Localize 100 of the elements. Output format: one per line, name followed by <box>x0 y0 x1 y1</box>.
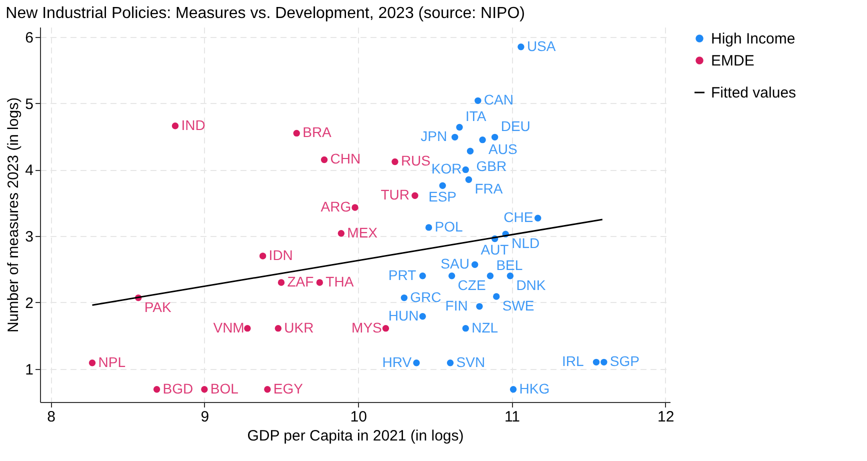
point <box>382 324 390 332</box>
y-tick-label: 4 <box>25 162 34 180</box>
point <box>419 272 426 280</box>
data-label: HKG <box>519 380 550 396</box>
data-label: EGY <box>273 380 304 396</box>
x-tick-label: 12 <box>658 408 674 426</box>
data-label: HUN <box>388 307 419 324</box>
data-label: NPL <box>98 354 126 370</box>
point <box>338 230 345 237</box>
x-tick-label: 10 <box>350 408 367 426</box>
point <box>392 158 398 166</box>
point <box>316 279 324 286</box>
point <box>412 192 418 199</box>
point <box>400 294 408 302</box>
data-label: RUS <box>400 152 431 169</box>
point <box>244 324 251 332</box>
point <box>201 386 208 393</box>
point <box>88 359 96 366</box>
data-label: DNK <box>516 276 546 293</box>
data-label: CZE <box>458 276 486 293</box>
point <box>486 272 494 280</box>
point <box>462 166 469 174</box>
data-label: DEU <box>500 118 530 134</box>
point <box>320 156 328 164</box>
point <box>592 358 600 366</box>
point <box>472 261 478 268</box>
data-label: SVN <box>456 354 486 370</box>
point <box>264 386 271 393</box>
data-label: IND <box>181 116 206 133</box>
point <box>456 124 463 131</box>
point <box>506 272 514 280</box>
point <box>259 252 266 260</box>
data-label: HRV <box>382 354 412 370</box>
data-label: TUR <box>380 186 410 203</box>
data-label: BRA <box>302 124 332 140</box>
point <box>274 324 282 332</box>
point <box>476 303 483 310</box>
point <box>466 148 474 154</box>
data-label: FIN <box>445 297 468 314</box>
point <box>153 386 160 393</box>
point <box>600 358 608 366</box>
chart-title: New Industrial Policies: Measures vs. Development, 2023 (source: NIPO) <box>6 5 525 22</box>
y-tick-label: 2 <box>25 294 34 312</box>
data-label: GBR <box>476 158 507 174</box>
point <box>534 214 542 222</box>
point <box>172 122 179 130</box>
data-label: UKR <box>284 319 314 336</box>
x-tick-label: 11 <box>504 408 520 426</box>
data-label: GRC <box>410 288 442 305</box>
legend-label: Fitted values <box>711 84 796 102</box>
data-label: THA <box>326 274 354 290</box>
point <box>452 134 458 141</box>
point <box>352 204 358 211</box>
data-label: PRT <box>388 266 417 283</box>
data-label: IDN <box>268 246 293 263</box>
legend-label: High Income <box>711 30 796 48</box>
point <box>278 279 285 286</box>
y-tick-label: 3 <box>25 228 34 246</box>
data-label: SWE <box>502 297 534 314</box>
x-axis-title: GDP per Capita in 2021 (in logs) <box>247 428 464 444</box>
data-label: CHN <box>330 150 361 167</box>
point <box>493 293 500 300</box>
x-tick-label: 8 <box>47 408 56 426</box>
data-label: SGP <box>610 353 640 370</box>
data-label: KOR <box>431 160 462 177</box>
legend-label: EMDE <box>711 52 754 70</box>
point <box>439 182 446 189</box>
point <box>413 359 420 366</box>
data-label: VNM <box>213 319 244 336</box>
y-tick-label: 6 <box>25 29 34 46</box>
data-label: POL <box>434 218 463 234</box>
data-label: ZAF <box>287 274 314 290</box>
point <box>425 224 432 231</box>
data-label: FRA <box>474 180 504 197</box>
data-label: ITA <box>465 108 487 124</box>
point <box>510 386 517 393</box>
point <box>293 130 300 137</box>
point <box>479 136 486 144</box>
data-label: PAK <box>144 298 172 315</box>
x-tick-label: 9 <box>200 408 210 426</box>
point <box>448 272 456 280</box>
data-label: AUS <box>488 140 518 157</box>
data-label: CAN <box>484 92 514 108</box>
point <box>462 324 469 332</box>
data-label: ARG <box>320 198 352 215</box>
y-axis-title: Number of measures 2023 (in logs) <box>5 97 22 333</box>
y-tick-label: 5 <box>25 96 34 113</box>
data-label: MEX <box>347 224 378 240</box>
data-label: IRL <box>562 353 584 370</box>
data-label: BEL <box>496 256 523 273</box>
data-label: USA <box>526 38 556 54</box>
data-label: CHE <box>504 209 534 226</box>
point <box>419 313 426 320</box>
data-label: NZL <box>472 319 498 336</box>
point <box>446 359 454 366</box>
data-label: JPN <box>420 128 448 144</box>
data-label: SAU <box>440 256 470 272</box>
point <box>465 176 472 183</box>
data-label: BGD <box>162 380 194 396</box>
point <box>518 44 524 50</box>
